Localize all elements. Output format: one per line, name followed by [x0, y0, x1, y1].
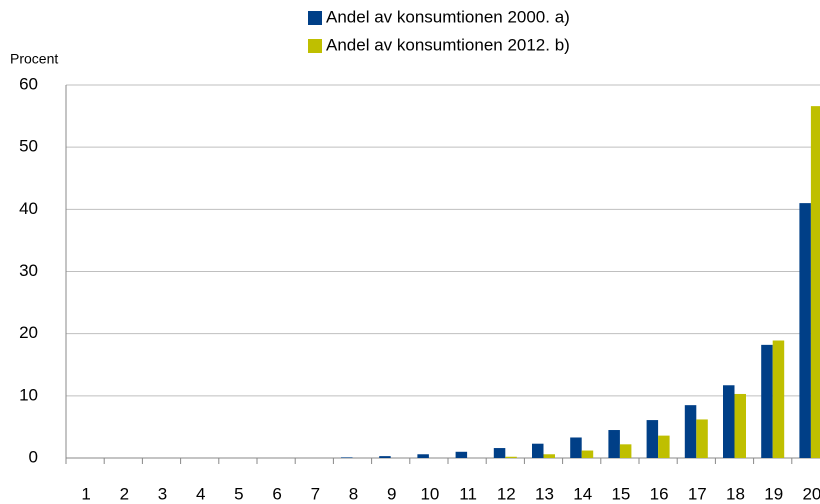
x-tick-label: 17	[688, 484, 707, 503]
bar	[799, 203, 811, 458]
bar	[723, 385, 735, 458]
x-tick-label: 20	[802, 484, 820, 503]
bar	[570, 437, 582, 458]
bar	[455, 451, 468, 458]
y-tick-label: 20	[19, 323, 38, 342]
bar	[341, 457, 353, 458]
bar	[493, 448, 506, 458]
y-tick-label: 50	[19, 137, 38, 156]
bar	[379, 456, 391, 458]
x-tick-label: 2	[120, 484, 129, 503]
x-tick-label: 15	[611, 484, 630, 503]
x-tick-label: 12	[497, 484, 516, 503]
y-tick-label: 60	[19, 74, 38, 93]
x-tick-label: 10	[420, 484, 439, 503]
y-axis-label: Procent	[10, 51, 58, 67]
x-tick-label: 11	[459, 484, 477, 503]
x-tick-label: 18	[726, 484, 745, 503]
bar	[646, 420, 659, 458]
y-tick-label: 10	[19, 385, 38, 404]
x-tick-label: 6	[272, 484, 281, 503]
x-tick-label: 5	[234, 484, 243, 503]
bar	[658, 435, 670, 458]
legend-label: Andel av konsumtionen 2000. a)	[326, 7, 570, 26]
x-tick-label: 3	[158, 484, 167, 503]
bar	[532, 443, 544, 458]
bar	[505, 456, 517, 458]
bar	[619, 444, 632, 458]
x-tick-label: 7	[311, 484, 320, 503]
bar	[543, 454, 555, 458]
x-tick-label: 1	[81, 484, 90, 503]
bar	[608, 430, 620, 458]
bar	[417, 454, 429, 458]
bar	[810, 106, 820, 459]
bar	[761, 344, 773, 458]
legend-swatch	[308, 11, 322, 25]
x-tick-label: 19	[764, 484, 783, 503]
legend-swatch	[308, 39, 322, 53]
bar	[684, 405, 697, 458]
bar	[696, 419, 708, 458]
bar	[734, 393, 746, 458]
bar	[772, 340, 785, 458]
y-tick-label: 30	[19, 261, 38, 280]
bar	[581, 450, 594, 458]
x-tick-label: 8	[349, 484, 358, 503]
legend-label: Andel av konsumtionen 2012. b)	[326, 35, 570, 54]
x-tick-label: 4	[196, 484, 205, 503]
x-tick-label: 16	[650, 484, 669, 503]
x-tick-label: 9	[387, 484, 396, 503]
x-tick-label: 13	[535, 484, 554, 503]
y-tick-label: 40	[19, 199, 38, 218]
x-tick-label: 14	[573, 484, 592, 503]
y-tick-label: 0	[29, 447, 38, 466]
